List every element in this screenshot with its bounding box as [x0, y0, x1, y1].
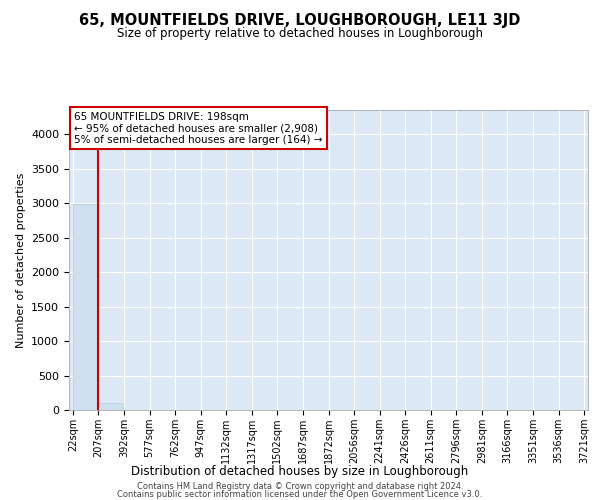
Text: Contains public sector information licensed under the Open Government Licence v3: Contains public sector information licen… [118, 490, 482, 499]
Text: Contains HM Land Registry data © Crown copyright and database right 2024.: Contains HM Land Registry data © Crown c… [137, 482, 463, 491]
Bar [98, 403, 124, 410]
Y-axis label: Number of detached properties: Number of detached properties [16, 172, 26, 348]
Bar [73, 204, 98, 410]
Text: 65, MOUNTFIELDS DRIVE, LOUGHBOROUGH, LE11 3JD: 65, MOUNTFIELDS DRIVE, LOUGHBOROUGH, LE1… [79, 12, 521, 28]
Text: Distribution of detached houses by size in Loughborough: Distribution of detached houses by size … [131, 464, 469, 477]
Text: Size of property relative to detached houses in Loughborough: Size of property relative to detached ho… [117, 28, 483, 40]
Text: 65 MOUNTFIELDS DRIVE: 198sqm
← 95% of detached houses are smaller (2,908)
5% of : 65 MOUNTFIELDS DRIVE: 198sqm ← 95% of de… [74, 112, 323, 144]
